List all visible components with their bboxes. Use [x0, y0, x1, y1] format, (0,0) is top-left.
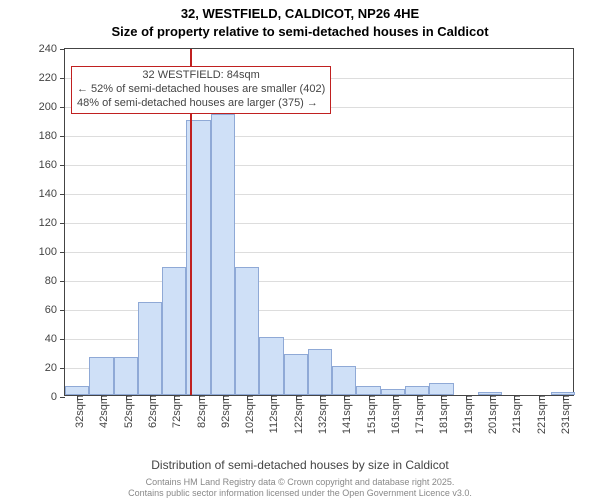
- bar: [138, 302, 162, 395]
- bar: [162, 267, 186, 395]
- annotation-line: 48% of semi-detached houses are larger (…: [77, 97, 325, 111]
- x-tick-label: 151sqm: [360, 395, 378, 434]
- x-tick-label: 211sqm: [505, 395, 523, 433]
- x-tick-label: 171sqm: [408, 395, 426, 434]
- credits-line2: Contains public sector information licen…: [0, 488, 600, 498]
- bar: [235, 267, 259, 395]
- gridline: [65, 223, 573, 224]
- annotation-header: 32 WESTFIELD: 84sqm: [77, 69, 325, 83]
- bar: [405, 386, 429, 395]
- bar: [259, 337, 283, 395]
- x-tick-label: 191sqm: [457, 395, 475, 434]
- y-tick-label: 180: [39, 130, 65, 142]
- chart-title-line1: 32, WESTFIELD, CALDICOT, NP26 4HE: [0, 6, 600, 21]
- y-tick-label: 240: [39, 43, 65, 55]
- y-tick-label: 160: [39, 159, 65, 171]
- gridline: [65, 281, 573, 282]
- bar: [332, 366, 356, 395]
- x-tick-label: 32sqm: [68, 395, 86, 428]
- plot-area: 02040608010012014016018020022024032sqm42…: [64, 48, 574, 396]
- annotation-box: 32 WESTFIELD: 84sqm← 52% of semi-detache…: [71, 66, 331, 113]
- y-tick-label: 80: [45, 275, 65, 287]
- bar: [429, 383, 453, 395]
- x-tick-label: 92sqm: [214, 395, 232, 428]
- x-tick-label: 221sqm: [530, 395, 548, 434]
- y-tick-label: 120: [39, 217, 65, 229]
- x-tick-label: 132sqm: [311, 395, 329, 434]
- y-tick-label: 60: [45, 304, 65, 316]
- y-tick-label: 200: [39, 101, 65, 113]
- bar: [211, 114, 235, 395]
- chart-title-line2: Size of property relative to semi-detach…: [0, 24, 600, 39]
- x-tick-label: 72sqm: [165, 395, 183, 428]
- x-tick-label: 102sqm: [238, 395, 256, 434]
- bar: [114, 357, 138, 395]
- x-tick-label: 161sqm: [384, 395, 402, 434]
- x-tick-label: 201sqm: [481, 395, 499, 434]
- y-tick-label: 100: [39, 246, 65, 258]
- y-tick-label: 20: [45, 362, 65, 374]
- credits: Contains HM Land Registry data © Crown c…: [0, 477, 600, 498]
- y-tick-label: 0: [51, 391, 65, 403]
- annotation-line: ← 52% of semi-detached houses are smalle…: [77, 83, 325, 97]
- bar: [65, 386, 89, 395]
- gridline: [65, 252, 573, 253]
- y-tick-label: 140: [39, 188, 65, 200]
- x-tick-label: 62sqm: [141, 395, 159, 428]
- x-tick-label: 52sqm: [117, 395, 135, 428]
- gridline: [65, 136, 573, 137]
- bar: [308, 349, 332, 395]
- x-axis-label: Distribution of semi-detached houses by …: [0, 458, 600, 472]
- x-tick-label: 82sqm: [190, 395, 208, 428]
- bar: [89, 357, 113, 395]
- bar: [284, 354, 308, 395]
- x-tick-label: 112sqm: [262, 395, 280, 433]
- bar: [356, 386, 380, 395]
- y-tick-label: 220: [39, 72, 65, 84]
- x-tick-label: 181sqm: [432, 395, 450, 434]
- credits-line1: Contains HM Land Registry data © Crown c…: [0, 477, 600, 487]
- gridline: [65, 194, 573, 195]
- x-tick-label: 141sqm: [335, 395, 353, 434]
- y-tick-label: 40: [45, 333, 65, 345]
- x-tick-label: 42sqm: [92, 395, 110, 428]
- x-tick-label: 231sqm: [554, 395, 572, 434]
- gridline: [65, 165, 573, 166]
- x-tick-label: 122sqm: [287, 395, 305, 434]
